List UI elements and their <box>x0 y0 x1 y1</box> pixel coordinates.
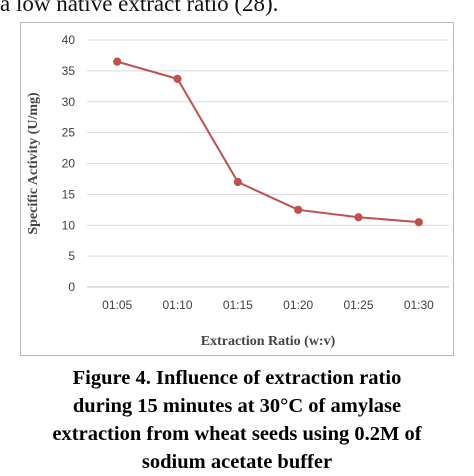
x-axis-title: Extraction Ratio (w:v) <box>201 334 336 349</box>
y-tick-label: 10 <box>62 218 76 232</box>
x-tick-label: 01:20 <box>283 298 313 312</box>
x-tick-label: 01:30 <box>404 298 434 312</box>
x-tick-label: 01:05 <box>102 298 132 312</box>
y-tick-label: 40 <box>62 33 76 47</box>
data-point <box>414 218 423 227</box>
y-tick-label: 25 <box>62 126 76 140</box>
caption-line-4: sodium acetate buffer <box>141 451 333 473</box>
data-point <box>354 213 363 222</box>
y-tick-label: 5 <box>68 249 75 263</box>
y-tick-label: 30 <box>62 95 76 109</box>
y-axis-title: Specific Activity (U/mg) <box>26 92 41 235</box>
caption-line-2: during 15 minutes at 30°C of amylase <box>72 395 402 417</box>
x-tick-label: 01:25 <box>343 298 373 312</box>
y-tick-label: 20 <box>62 157 76 171</box>
chart-plot: 0 5 10 15 20 25 30 35 40 01:05 01:10 01:15 01:20 01:2… <box>26 33 449 349</box>
data-point <box>173 74 182 84</box>
y-tick-label: 15 <box>62 187 76 201</box>
x-tick-label: 01:15 <box>223 298 253 312</box>
x-tick-label: 01:10 <box>162 298 192 312</box>
caption-line-1: Figure 4. Influence of extraction ratio <box>72 367 402 389</box>
y-tick-label: 0 <box>68 280 75 294</box>
data-point <box>113 57 122 66</box>
preceding-text-fragment: a low native extract ratio (28). <box>0 0 279 16</box>
y-tick-label: 35 <box>62 64 76 78</box>
line-chart: 0 5 10 15 20 25 30 35 40 01:05 01:10 01:15 01:20 01:2… <box>20 22 454 356</box>
series-line <box>116 60 419 224</box>
data-point <box>294 205 303 214</box>
caption-line-3: extraction from wheat seeds using 0.2M o… <box>52 423 422 445</box>
data-point <box>233 177 242 187</box>
figure-caption: Figure 4. Influence of extraction ratio … <box>0 364 474 476</box>
